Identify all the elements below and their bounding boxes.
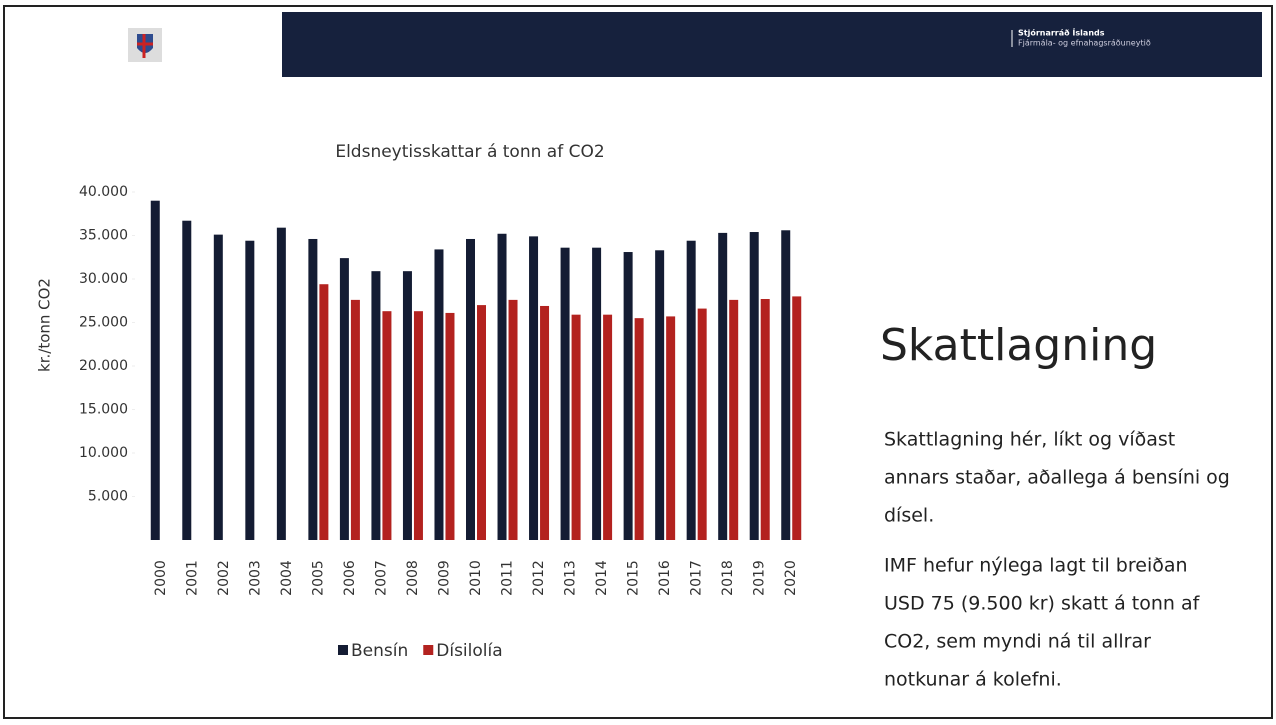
x-tick-label: 2016 <box>657 560 673 596</box>
body-text-line: CO2, sem myndi ná til allrar <box>884 631 1151 653</box>
bar <box>245 240 255 540</box>
bar <box>655 250 665 541</box>
bar <box>497 233 507 540</box>
x-tick-label: 2010 <box>468 560 484 596</box>
bar <box>697 308 707 540</box>
x-tick-label: 2012 <box>531 560 547 596</box>
y-tick-label: 10.000 <box>79 445 128 461</box>
bar <box>413 311 423 540</box>
x-tick-label: 2011 <box>500 560 516 596</box>
text-body: Skattlagning hér, líkt og víðast annars s… <box>884 429 1230 691</box>
body-text-line: notkunar á kolefni. <box>884 669 1062 691</box>
body-text-line: Skattlagning hér, líkt og víðast <box>884 429 1175 451</box>
legend-swatch <box>423 645 434 655</box>
bar <box>150 200 160 540</box>
bar <box>434 249 444 541</box>
bar <box>308 238 318 541</box>
bar <box>319 284 329 540</box>
bar <box>749 232 759 540</box>
bar <box>603 314 613 540</box>
bar <box>382 311 392 540</box>
bar <box>529 236 539 540</box>
x-tick-label: 2006 <box>342 560 358 596</box>
x-tick-label: 2015 <box>626 560 642 596</box>
bar <box>477 305 486 540</box>
legend-swatch <box>338 645 348 655</box>
bar <box>182 220 192 540</box>
bar <box>686 240 696 540</box>
x-tick-label: 2009 <box>436 560 452 596</box>
bar <box>540 305 550 540</box>
x-tick-label: 2014 <box>594 560 610 596</box>
bar <box>666 316 676 540</box>
bar <box>729 299 739 540</box>
y-tick-label: 30.000 <box>79 271 128 287</box>
logo <box>128 28 162 62</box>
x-tick-label: 2008 <box>405 560 421 596</box>
x-tick-label: 2001 <box>184 560 200 596</box>
bar <box>571 314 581 540</box>
bar <box>623 252 633 540</box>
bar <box>339 258 349 540</box>
body-text-line: annars staðar, aðallega á bensíni og <box>884 467 1230 489</box>
bar <box>508 299 518 540</box>
x-tick-label: 2018 <box>720 560 736 596</box>
y-tick-label: 15.000 <box>79 402 128 418</box>
bar <box>350 299 360 540</box>
ministry-name: Fjármála- og efnahagsráðuneytið <box>1018 39 1151 48</box>
bar <box>592 247 602 540</box>
x-tick-label: 2019 <box>752 560 768 596</box>
x-tick-label: 2005 <box>310 560 326 596</box>
y-tick-label: 40.000 <box>79 184 128 200</box>
bar <box>213 234 223 540</box>
x-tick-label: 2002 <box>216 560 232 596</box>
body-text-line: USD 75 (9.500 kr) skatt á tonn af <box>884 593 1201 615</box>
bar <box>718 232 728 540</box>
bar <box>402 271 412 540</box>
y-tick-label: 5.000 <box>88 489 128 505</box>
bar <box>560 247 570 540</box>
y-tick-label: 20.000 <box>79 358 128 374</box>
legend-label: Dísilolía <box>436 641 502 661</box>
bar <box>445 312 455 540</box>
bar <box>634 318 644 540</box>
bar <box>760 299 770 540</box>
x-tick-label: 2020 <box>783 560 799 596</box>
org-name: Stjórnarráð Íslands <box>1018 27 1105 38</box>
bar <box>781 230 791 540</box>
legend-label: Bensín <box>351 641 408 661</box>
bar <box>792 296 802 540</box>
x-tick-label: 2000 <box>153 560 169 596</box>
y-tick-label: 35.000 <box>79 228 128 244</box>
y-axis-label: kr./tonn CO2 <box>36 278 54 372</box>
chart-title: Eldsneytisskattar á tonn af CO2 <box>335 142 604 162</box>
body-text-line: IMF hefur nýlega lagt til breiðan <box>884 555 1188 577</box>
bar <box>276 227 286 541</box>
slide-title: Skattlagning <box>880 320 1157 371</box>
bar <box>466 238 475 541</box>
bar <box>371 271 381 540</box>
legend: Bensín Dísilolía <box>338 641 503 661</box>
x-tick-label: 2017 <box>689 560 705 596</box>
x-tick-label: 2013 <box>563 560 579 596</box>
x-tick-label: 2003 <box>247 560 263 596</box>
x-tick-label: 2004 <box>279 560 295 596</box>
x-tick-label: 2007 <box>373 560 389 596</box>
y-tick-label: 25.000 <box>79 315 128 331</box>
header-bar <box>282 12 1262 77</box>
body-text-line: dísel. <box>884 505 934 527</box>
